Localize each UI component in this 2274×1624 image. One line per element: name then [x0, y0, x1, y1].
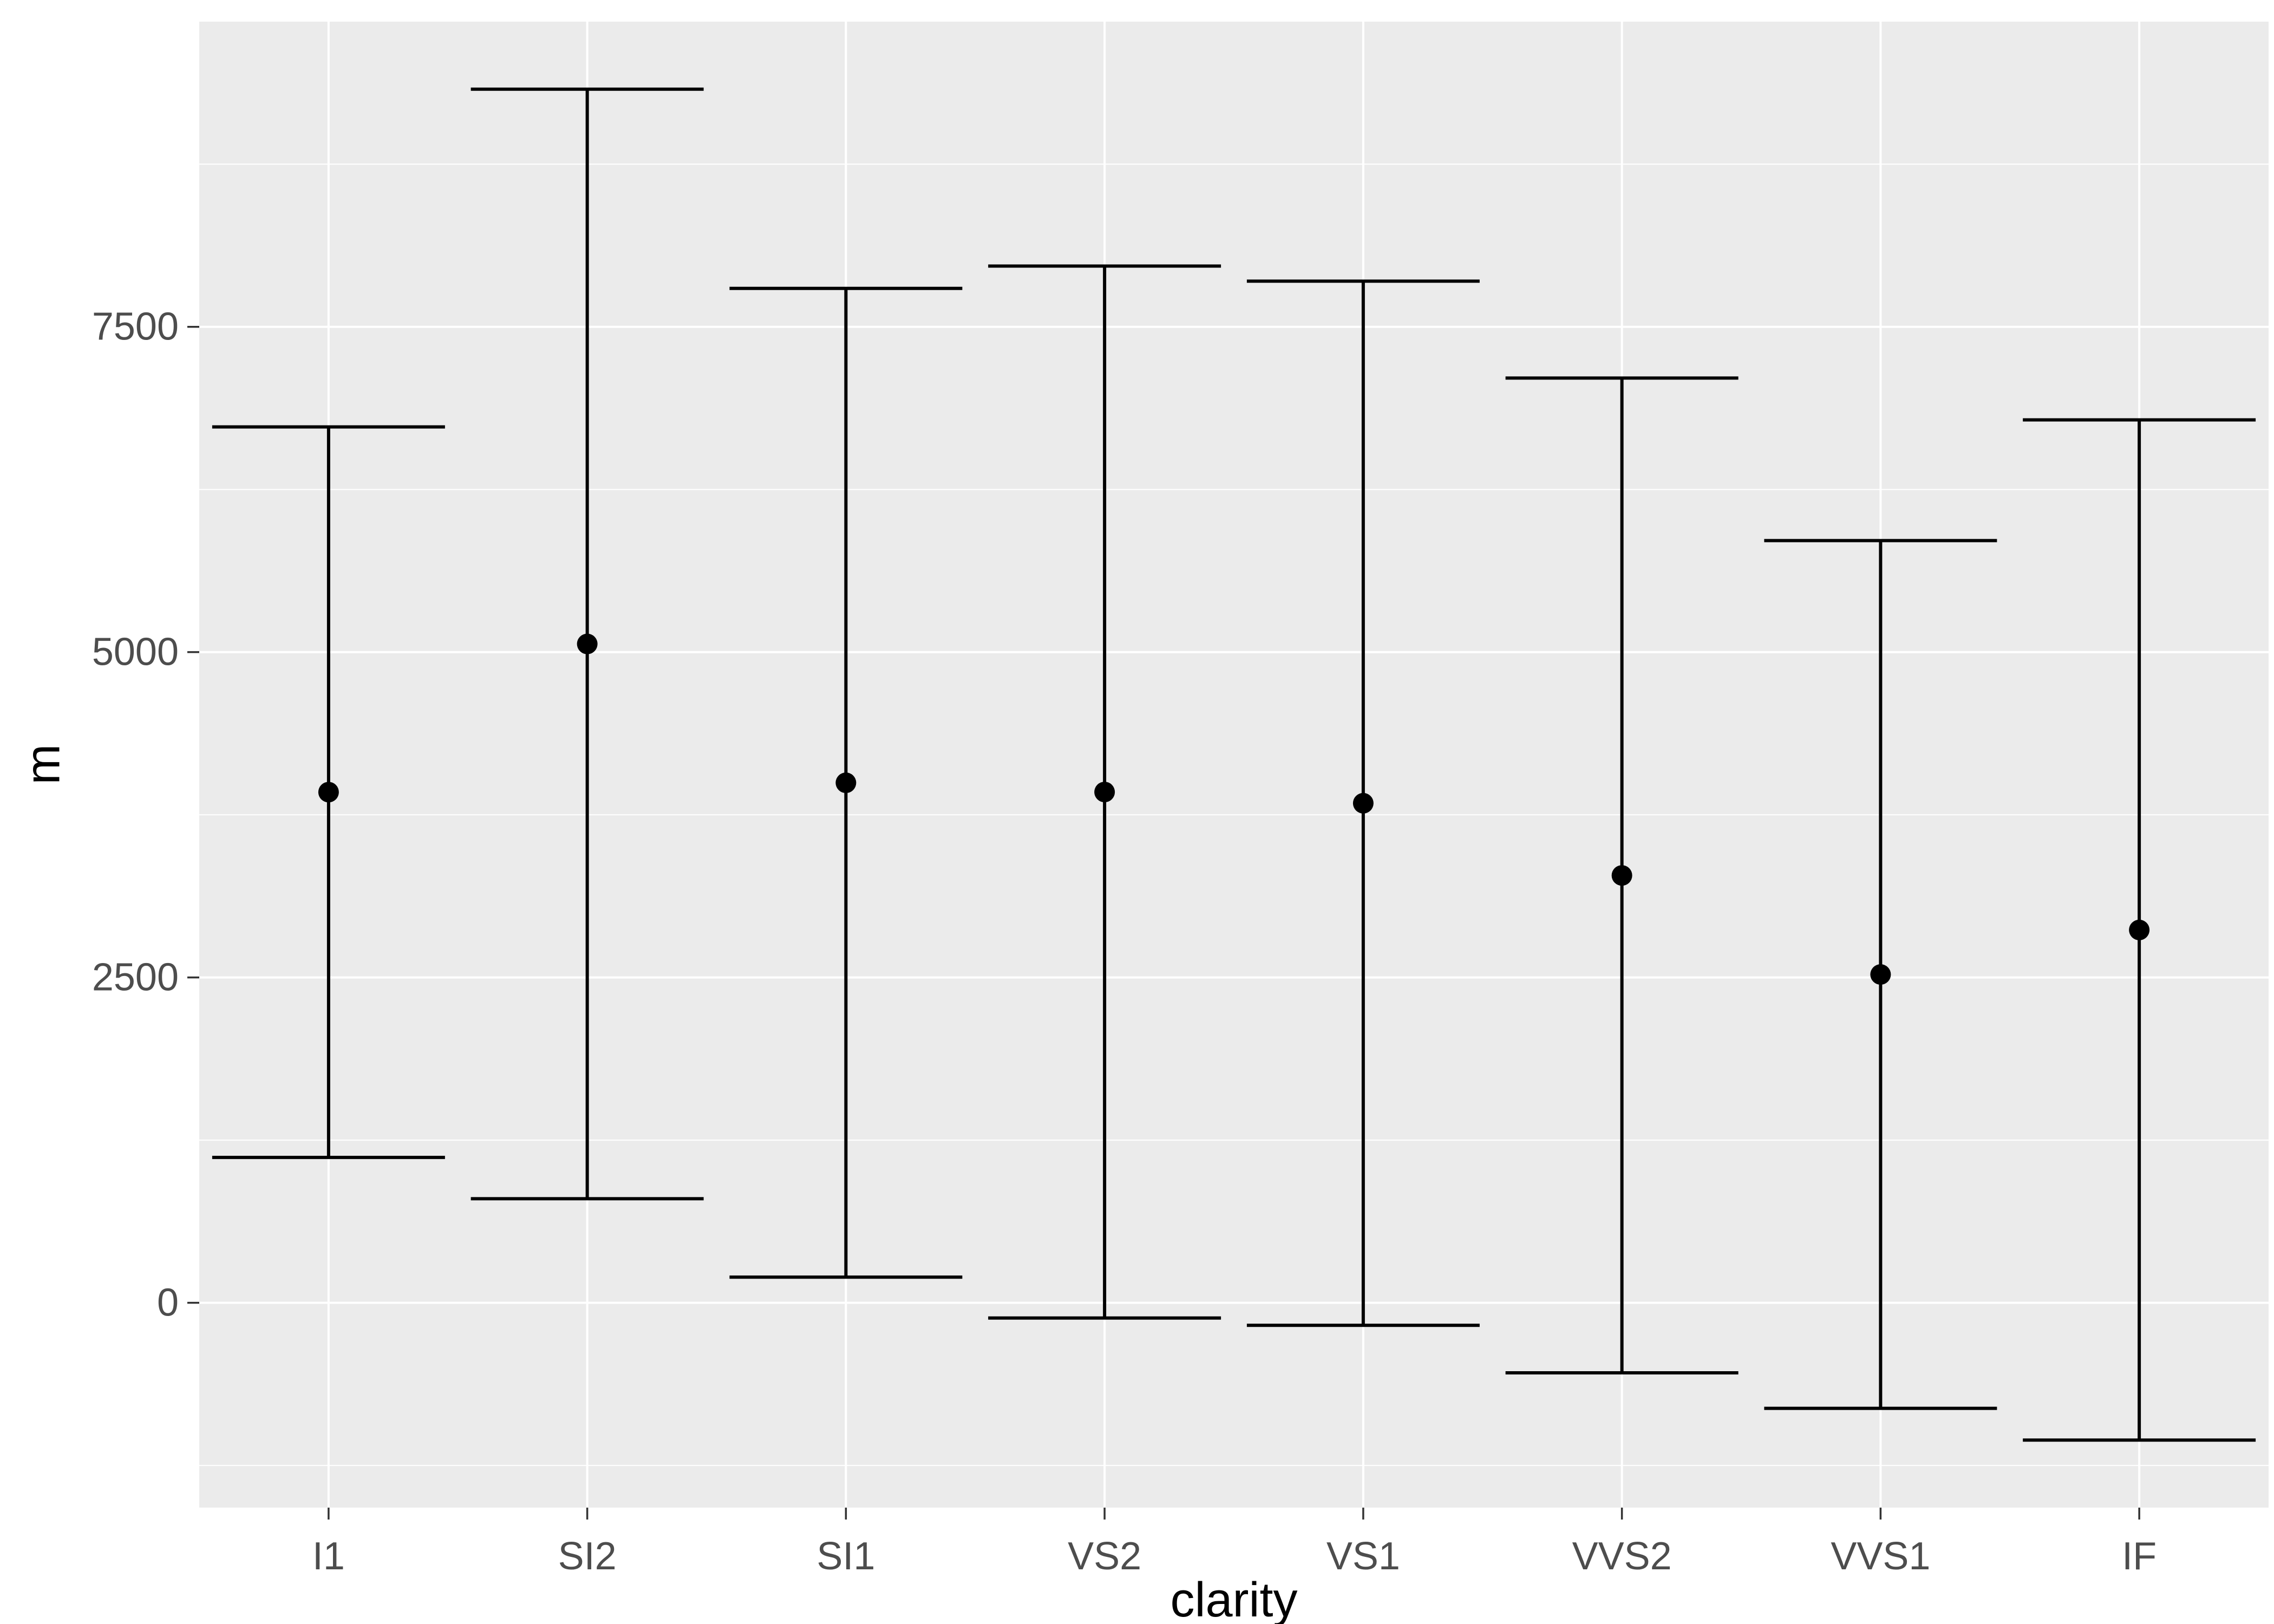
plot-panel — [199, 22, 2269, 1508]
x-tick-label: IF — [2122, 1535, 2157, 1578]
mean-point — [1352, 793, 1374, 814]
mean-point — [1870, 964, 1891, 985]
x-tick-label: VVS2 — [1572, 1535, 1672, 1578]
x-tick-label: VVS1 — [1831, 1535, 1930, 1578]
y-tick-label: 2500 — [92, 956, 179, 999]
x-tick-label: VS2 — [1068, 1535, 1141, 1578]
x-tick-label: SI1 — [816, 1535, 875, 1578]
mean-point — [2129, 919, 2150, 940]
x-axis-title: clarity — [1170, 1573, 1298, 1624]
x-tick-label: SI2 — [558, 1535, 617, 1578]
mean-point — [577, 633, 598, 654]
y-tick-label: 5000 — [92, 631, 179, 674]
mean-point — [318, 782, 339, 803]
mean-point — [1094, 782, 1115, 803]
y-axis-title: m — [16, 744, 70, 785]
x-tick-label: I1 — [312, 1535, 345, 1578]
y-tick-label: 0 — [157, 1281, 179, 1325]
y-tick-label: 7500 — [92, 305, 179, 349]
mean-point — [835, 772, 857, 794]
mean-point — [1611, 865, 1632, 886]
x-tick-label: VS1 — [1327, 1535, 1400, 1578]
